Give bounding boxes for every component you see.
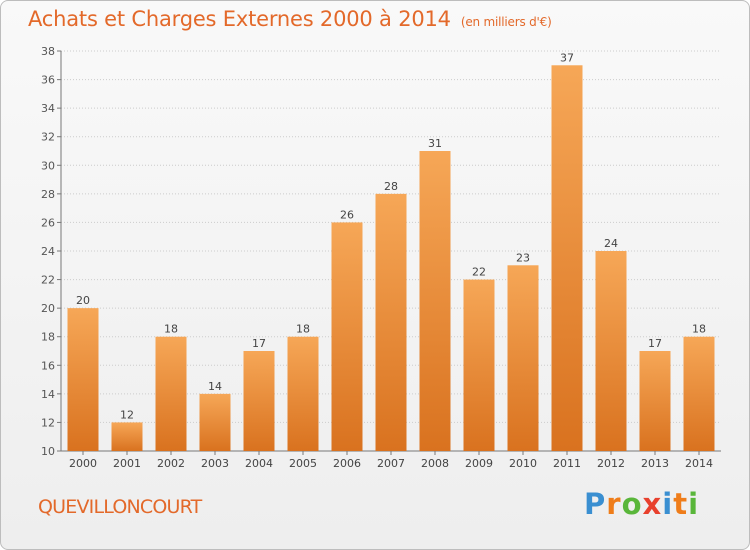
x-tick-label: 2008	[421, 457, 449, 470]
bar-2006	[331, 222, 363, 451]
proxiti-logo: Proxiti	[584, 487, 699, 521]
bar-2000	[67, 308, 99, 451]
x-tick-label: 2006	[333, 457, 361, 470]
y-tick-label: 32	[41, 131, 55, 144]
x-tick-label: 2002	[157, 457, 185, 470]
y-tick-label: 16	[41, 359, 55, 372]
bar-2011	[551, 65, 583, 452]
y-tick-label: 28	[41, 188, 55, 201]
y-tick-label: 18	[41, 331, 55, 344]
x-tick-label: 2012	[597, 457, 625, 470]
bar-value-label: 17	[648, 337, 662, 350]
bar-2001	[111, 422, 143, 451]
y-tick-label: 22	[41, 274, 55, 287]
y-tick-label: 38	[41, 45, 55, 58]
x-tick-label: 2013	[641, 457, 669, 470]
bar-2004	[243, 351, 275, 451]
bar-2012	[595, 251, 627, 451]
bar-value-label: 28	[384, 180, 398, 193]
bar-2005	[287, 336, 319, 451]
logo-letter: x	[642, 487, 663, 521]
x-tick-label: 2004	[245, 457, 273, 470]
bar-2007	[375, 193, 407, 451]
bar-value-label: 18	[692, 323, 706, 336]
bar-value-label: 23	[516, 251, 530, 264]
bar-2014	[683, 336, 715, 451]
logo-letter: r	[606, 487, 622, 521]
chart-title: Achats et Charges Externes 2000 à 2014 (e…	[28, 7, 552, 31]
bar-value-label: 18	[296, 323, 310, 336]
x-tick-label: 2001	[113, 457, 141, 470]
y-tick-label: 24	[41, 245, 55, 258]
bar-2003	[199, 393, 231, 451]
bar-value-label: 12	[120, 408, 134, 421]
logo-letter: t	[673, 487, 689, 521]
chart-title-text: Achats et Charges Externes 2000 à 2014	[28, 7, 451, 31]
x-tick-label: 2014	[685, 457, 713, 470]
bar-value-label: 31	[428, 137, 442, 150]
logo-letter: i	[688, 487, 700, 521]
x-tick-label: 2009	[465, 457, 493, 470]
bar-value-label: 18	[164, 323, 178, 336]
y-tick-label: 30	[41, 159, 55, 172]
bar-value-label: 24	[604, 237, 618, 250]
bar-2013	[639, 351, 671, 451]
y-tick-label: 26	[41, 216, 55, 229]
bar-2002	[155, 336, 187, 451]
bar-value-label: 26	[340, 208, 354, 221]
bar-2008	[419, 151, 451, 451]
y-tick-label: 14	[41, 388, 55, 401]
bar-value-label: 37	[560, 51, 574, 64]
bar-value-label: 17	[252, 337, 266, 350]
x-tick-label: 2007	[377, 457, 405, 470]
chart-subtitle: (en milliers d'€)	[460, 15, 552, 29]
y-tick-label: 12	[41, 416, 55, 429]
logo-letter: o	[621, 487, 643, 521]
y-tick-label: 36	[41, 74, 55, 87]
x-tick-label: 2003	[201, 457, 229, 470]
bar-value-label: 22	[472, 266, 486, 279]
bar-2009	[463, 279, 495, 451]
bars	[67, 65, 715, 452]
y-tick-label: 10	[41, 445, 55, 458]
x-tick-label: 2010	[509, 457, 537, 470]
logo-letter: i	[662, 487, 674, 521]
location-name: QUEVILLONCOURT	[38, 496, 202, 518]
labels: 10 12 14 16 18 20 22 24 26 28 30 32 34 36 38 20 2000 12 20…	[41, 45, 713, 470]
bar-value-label: 20	[76, 294, 90, 307]
x-tick-label: 2011	[553, 457, 581, 470]
bar-value-label: 14	[208, 380, 222, 393]
x-tick-label: 2005	[289, 457, 317, 470]
x-tick-label: 2000	[69, 457, 97, 470]
bar-2010	[507, 265, 539, 451]
y-tick-label: 20	[41, 302, 55, 315]
logo-letter: P	[584, 487, 607, 521]
y-tick-label: 34	[41, 102, 55, 115]
